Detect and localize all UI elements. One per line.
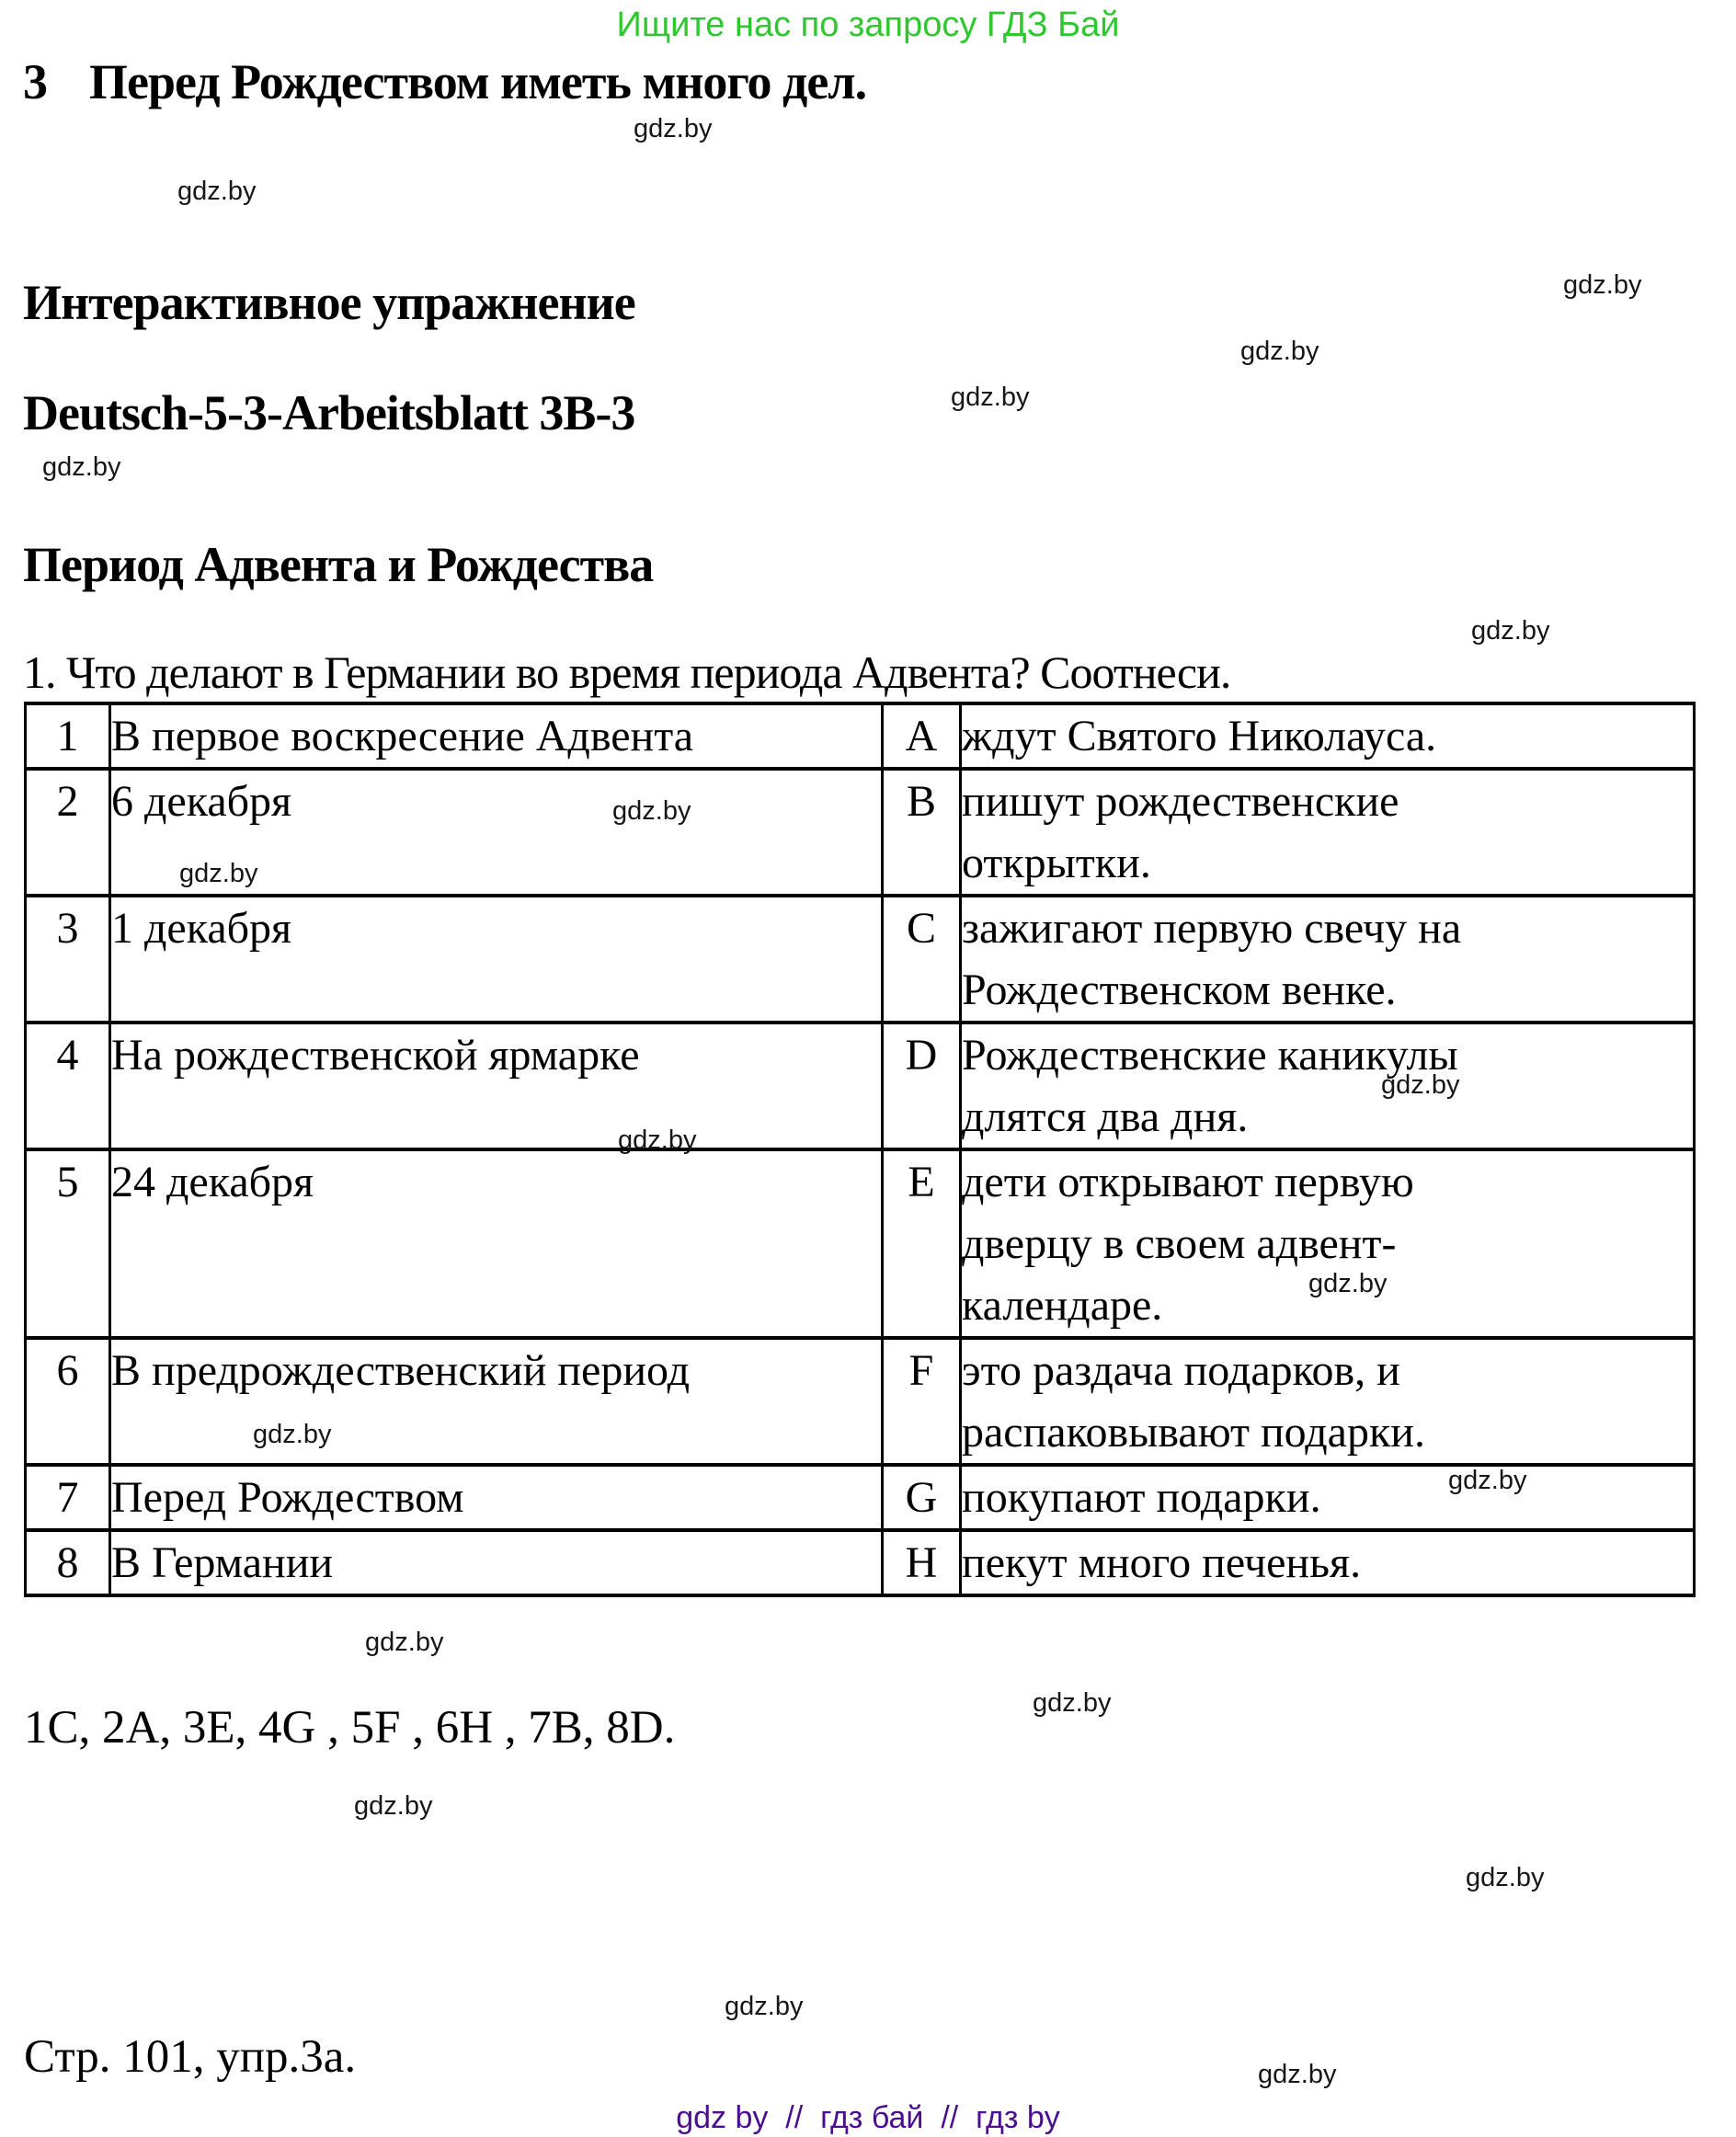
phrase-cell: На рождественской ярмарке [108,1021,884,1151]
gdzby-watermark: gdz.by [1240,337,1319,366]
action-cell: Рождественские каникулы длятся два дня. [959,1021,1696,1151]
gdzby-watermark: gdz.by [1466,1863,1545,1892]
table-row: 1 В первое воскресение Адвента A ждут Св… [24,702,1696,771]
phrase-cell: 1 декабря [108,894,884,1024]
gdzby-watermark: gdz.by [365,1628,444,1657]
row-number-cell: 2 [24,767,111,897]
phrase-cell: В первое воскресение Адвента [108,702,884,771]
row-number-cell: 7 [24,1463,111,1532]
gdzby-watermark: gdz.by [179,859,258,888]
row-number-cell: 3 [24,894,111,1024]
table-row: 6 В предрождественский период F это разд… [24,1336,1696,1467]
gdzby-watermark: gdz.by [1308,1269,1388,1298]
phrase-cell: 6 декабря [108,767,884,897]
action-cell: пишут рождественские открытки. [959,767,1696,897]
table-row: 3 1 декабря C зажигают первую свечу на Р… [24,894,1696,1024]
task-title: Перед Рождеством иметь много дел. [89,54,867,109]
page-reference: Стр. 101, упр.3а. [24,2031,357,2083]
table-row: 2 6 декабря B пишут рождественские откры… [24,767,1696,897]
gdzby-watermark: gdz.by [42,452,121,482]
table-row: 5 24 декабря E дети открывают первую две… [24,1148,1696,1340]
answer-line: 1C, 2A, 3E, 4G , 5F , 6H , 7B, 8D. [24,1702,676,1754]
gdzby-watermark: gdz.by [177,177,257,206]
gdzby-watermark: gdz.by [612,796,691,826]
gdzby-watermark: gdz.by [1471,616,1550,646]
table-row: 4 На рождественской ярмарке D Рождествен… [24,1021,1696,1151]
phrase-cell: 24 декабря [108,1148,884,1340]
letter-cell: A [881,702,962,771]
row-number-cell: 1 [24,702,111,771]
action-cell: это раздача подарков, и распаковывают по… [959,1336,1696,1467]
phrase-cell: В Германии [108,1528,884,1597]
gdzby-watermark: gdz.by [253,1420,332,1449]
letter-cell: E [881,1148,962,1340]
letter-cell: B [881,767,962,897]
interactive-exercise-heading: Интерактивное упражнение [23,275,636,330]
phrase-cell: Перед Рождеством [108,1463,884,1532]
gdzby-watermark: gdz.by [354,1791,433,1821]
task-number: 3 [23,54,48,109]
gdzby-watermark: gdz.by [725,1992,804,2021]
letter-cell: G [881,1463,962,1532]
row-number-cell: 4 [24,1021,111,1151]
matching-table: 1 В первое воскресение Адвента A ждут Св… [24,702,1696,1597]
gdzby-watermark: gdz.by [1448,1466,1527,1495]
gdzby-watermark: gdz.by [1033,1688,1112,1718]
action-cell: дети открывают первую дверцу в своем адв… [959,1148,1696,1340]
gdzby-watermark: gdz.by [618,1126,697,1155]
footer-links: gdz by // гдз бай // гдз by [676,2100,1060,2135]
table-row: 7 Перед Рождеством G покупают подарки. [24,1463,1696,1532]
action-cell: зажигают первую свечу на Рождественском … [959,894,1696,1024]
task-heading: 3 Перед Рождеством иметь много дел. [23,53,867,110]
action-cell: ждут Святого Николауса. [959,702,1696,771]
action-cell: покупают подарки. [959,1463,1696,1532]
row-number-cell: 5 [24,1148,111,1340]
phrase-cell: В предрождественский период [108,1336,884,1467]
letter-cell: D [881,1021,962,1151]
table-row: 8 В Германии H пекут много печенья. [24,1528,1696,1597]
row-number-cell: 8 [24,1528,111,1597]
action-cell: пекут много печенья. [959,1528,1696,1597]
gdzby-watermark: gdz.by [1258,2060,1337,2089]
gdzby-watermark: gdz.by [1381,1070,1460,1100]
gdzby-watermark: gdz.by [634,114,713,143]
letter-cell: F [881,1336,962,1467]
letter-cell: H [881,1528,962,1597]
section-heading: Период Адвента и Рождества [23,537,654,592]
row-number-cell: 6 [24,1336,111,1467]
gdzby-watermark: gdz.by [951,383,1030,412]
gdzby-watermark: gdz.by [1563,270,1642,300]
worksheet-id-heading: Deutsch-5-3-Arbeitsblatt 3B-3 [23,385,635,440]
promo-banner-text: Ищите нас по запросу ГДЗ Бай [616,6,1120,44]
question-text: 1. Что делают в Германии во время период… [23,646,1231,698]
letter-cell: C [881,894,962,1024]
